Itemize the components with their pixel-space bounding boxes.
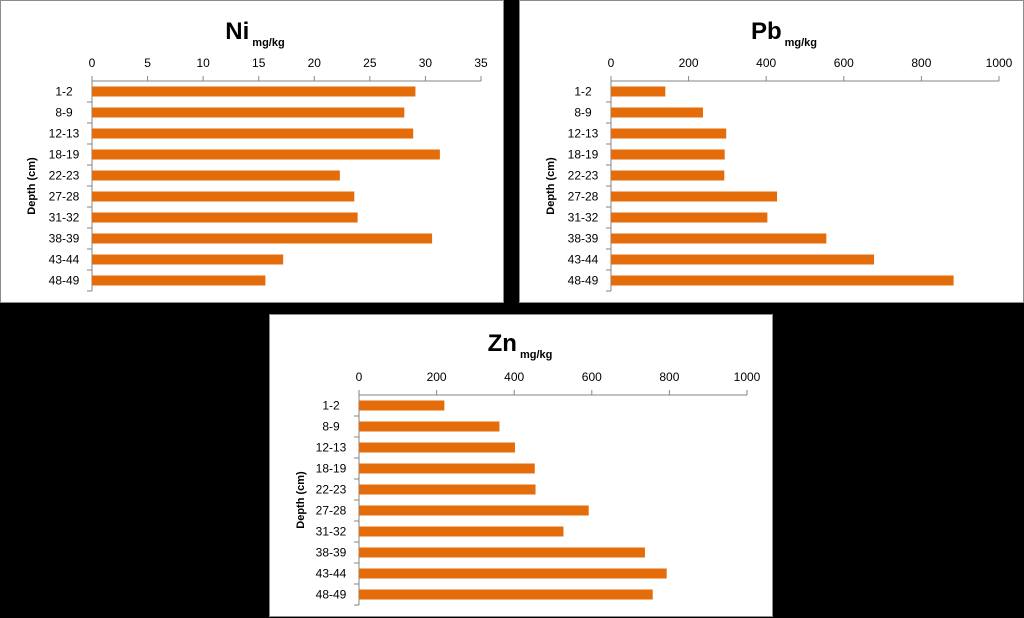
zn-category-label: 43-44 [316,567,347,581]
pb-x-tick-label: 0 [608,56,615,70]
zn-category-label: 31-32 [316,525,347,539]
ni-x-tick-label: 30 [419,56,433,70]
pb-bar [611,149,725,160]
pb-bar [611,212,768,223]
zn-chart-title: Zn mg/kg [488,330,553,361]
ni-category-label: 38-39 [49,232,80,246]
ni-bar [92,149,440,160]
pb-category-label: 12-13 [568,127,599,141]
zn-x-tick-label: 800 [659,370,679,384]
pb-x-tick-label: 200 [679,56,699,70]
zn-x-tick-label: 1000 [734,370,761,384]
pb-chart-title: Pb mg/kg [751,18,817,49]
zn-bar [359,421,500,432]
ni-category-label: 31-32 [49,211,80,225]
pb-category-label: 18-19 [568,148,599,162]
pb-title-unit: mg/kg [785,37,817,49]
ni-bar [92,86,416,97]
pb-y-axis-title: Depth (cm) [545,157,557,215]
pb-category-label: 38-39 [568,232,599,246]
ni-bar [92,275,266,286]
zn-title-symbol: Zn [488,330,517,357]
pb-category-label: 1-2 [574,85,592,99]
zn-chart-panel: Zn mg/kg 0 200 400 600 800 1000 1-2 8-9 12-13 18-19… [269,314,773,617]
pb-bar [611,107,703,118]
pb-bar [611,275,954,286]
ni-bar [92,233,433,244]
pb-x-tick-label: 600 [834,56,854,70]
ni-bar [92,212,358,223]
pb-x-tick-label: 1000 [986,56,1013,70]
ni-title-unit: mg/kg [252,37,284,49]
ni-y-axis-title: Depth (cm) [26,157,38,215]
ni-x-tick-label: 10 [196,56,210,70]
zn-x-tick-label: 0 [356,370,363,384]
ni-x-tick-label: 15 [252,56,266,70]
ni-category-label: 43-44 [49,253,80,267]
ni-bar [92,128,414,139]
zn-bar [359,526,564,537]
ni-category-label: 12-13 [49,127,80,141]
zn-category-label: 1-2 [322,399,340,413]
ni-bar [92,170,340,181]
zn-category-label: 22-23 [316,483,347,497]
ni-bar [92,107,405,118]
zn-category-label: 12-13 [316,441,347,455]
zn-bar [359,568,667,579]
ni-x-tick-label: 5 [144,56,151,70]
ni-x-tick-label: 35 [474,56,488,70]
ni-bar [92,191,355,202]
zn-bar [359,484,536,495]
zn-category-label: 18-19 [316,462,347,476]
zn-x-tick-label: 400 [504,370,524,384]
ni-category-label: 22-23 [49,169,80,183]
pb-category-label: 22-23 [568,169,599,183]
ni-category-label: 18-19 [49,148,80,162]
pb-x-tick-label: 400 [756,56,776,70]
zn-category-label: 48-49 [316,588,347,602]
ni-x-tick-label: 20 [308,56,322,70]
ni-category-label: 1-2 [55,85,73,99]
pb-category-label: 8-9 [574,106,592,120]
pb-x-tick-label: 800 [911,56,931,70]
pb-bar [611,170,725,181]
ni-category-label: 8-9 [55,106,73,120]
pb-chart-panel: Pb mg/kg 0 200 400 600 800 1000 1-2 8-9 12-13 18-19… [519,0,1024,303]
zn-title-unit: mg/kg [520,349,552,361]
zn-x-tick-label: 200 [427,370,447,384]
zn-bar [359,442,515,453]
pb-bar [611,233,827,244]
zn-bar [359,589,653,600]
pb-title-symbol: Pb [751,18,782,45]
pb-bar [611,191,778,202]
pb-bar [611,86,666,97]
pb-category-label: 31-32 [568,211,599,225]
pb-bar [611,254,875,265]
ni-x-tick-label: 25 [363,56,377,70]
ni-chart-title: Ni mg/kg [225,18,284,49]
zn-bar [359,400,445,411]
pb-category-label: 27-28 [568,190,599,204]
pb-category-label: 43-44 [568,253,599,267]
zn-x-tick-label: 600 [582,370,602,384]
zn-category-label: 27-28 [316,504,347,518]
zn-y-axis-title: Depth (cm) [295,471,307,529]
ni-chart: Ni mg/kg 0 5 10 15 20 25 30 35 1-2 8-9 12-13 18-19 22-… [26,18,488,292]
zn-chart: Zn mg/kg 0 200 400 600 800 1000 1-2 8-9 12-13 18-19… [295,330,761,606]
pb-category-label: 48-49 [568,274,599,288]
ni-bar [92,254,284,265]
zn-bar [359,463,535,474]
ni-chart-panel: Ni mg/kg 0 5 10 15 20 25 30 35 1-2 8-9 12-13 18-19 22-… [0,0,504,303]
zn-category-label: 8-9 [322,420,340,434]
pb-chart: Pb mg/kg 0 200 400 600 800 1000 1-2 8-9 12-13 18-19… [545,18,1013,292]
zn-bar [359,505,589,516]
ni-x-tick-label: 0 [89,56,96,70]
zn-bar [359,547,645,558]
zn-category-label: 38-39 [316,546,347,560]
ni-category-label: 48-49 [49,274,80,288]
ni-category-label: 27-28 [49,190,80,204]
pb-bar [611,128,727,139]
ni-title-symbol: Ni [225,18,249,45]
